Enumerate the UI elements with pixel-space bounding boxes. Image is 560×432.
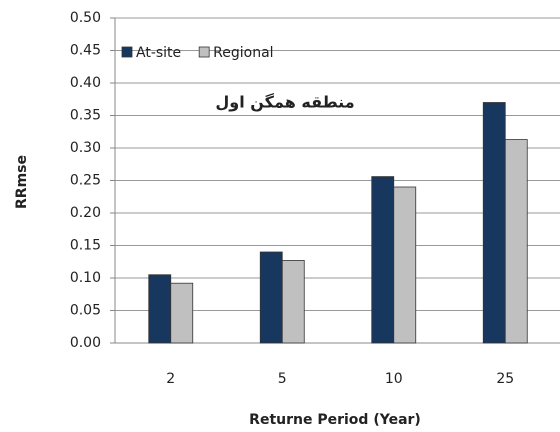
bar [259,251,283,344]
annotation: منطقه همگن اول [215,93,354,112]
bar [504,139,528,344]
x-tick-label: 25 [496,371,514,387]
bar [393,186,417,344]
y-axis-label: RRmse [14,155,30,209]
y-tick-label: 0.00 [70,335,101,351]
x-tick-label: 10 [385,371,403,387]
y-tick-label: 0.35 [70,108,101,124]
x-axis-label: Returne Period (Year) [249,412,421,428]
y-tick-label: 0.30 [70,140,101,156]
y-tick-label: 0.50 [70,10,101,26]
legend-swatch [121,46,133,58]
bar [482,102,506,344]
y-tick-label: 0.05 [70,303,101,319]
y-tick-label: 0.10 [70,270,101,286]
y-tick-label: 0.20 [70,205,101,221]
y-tick-label: 0.15 [70,238,101,254]
legend-swatch [198,46,210,58]
bar [281,260,305,344]
legend-label: At-site [136,45,181,61]
x-tick-label: 5 [278,371,287,387]
bar [170,282,194,344]
y-tick-label: 0.40 [70,75,101,91]
bar [371,176,395,344]
y-tick-label: 0.45 [70,43,101,59]
bar [148,274,172,344]
x-tick-label: 2 [166,371,175,387]
legend-label: Regional [213,45,273,61]
y-tick-label: 0.25 [70,173,101,189]
